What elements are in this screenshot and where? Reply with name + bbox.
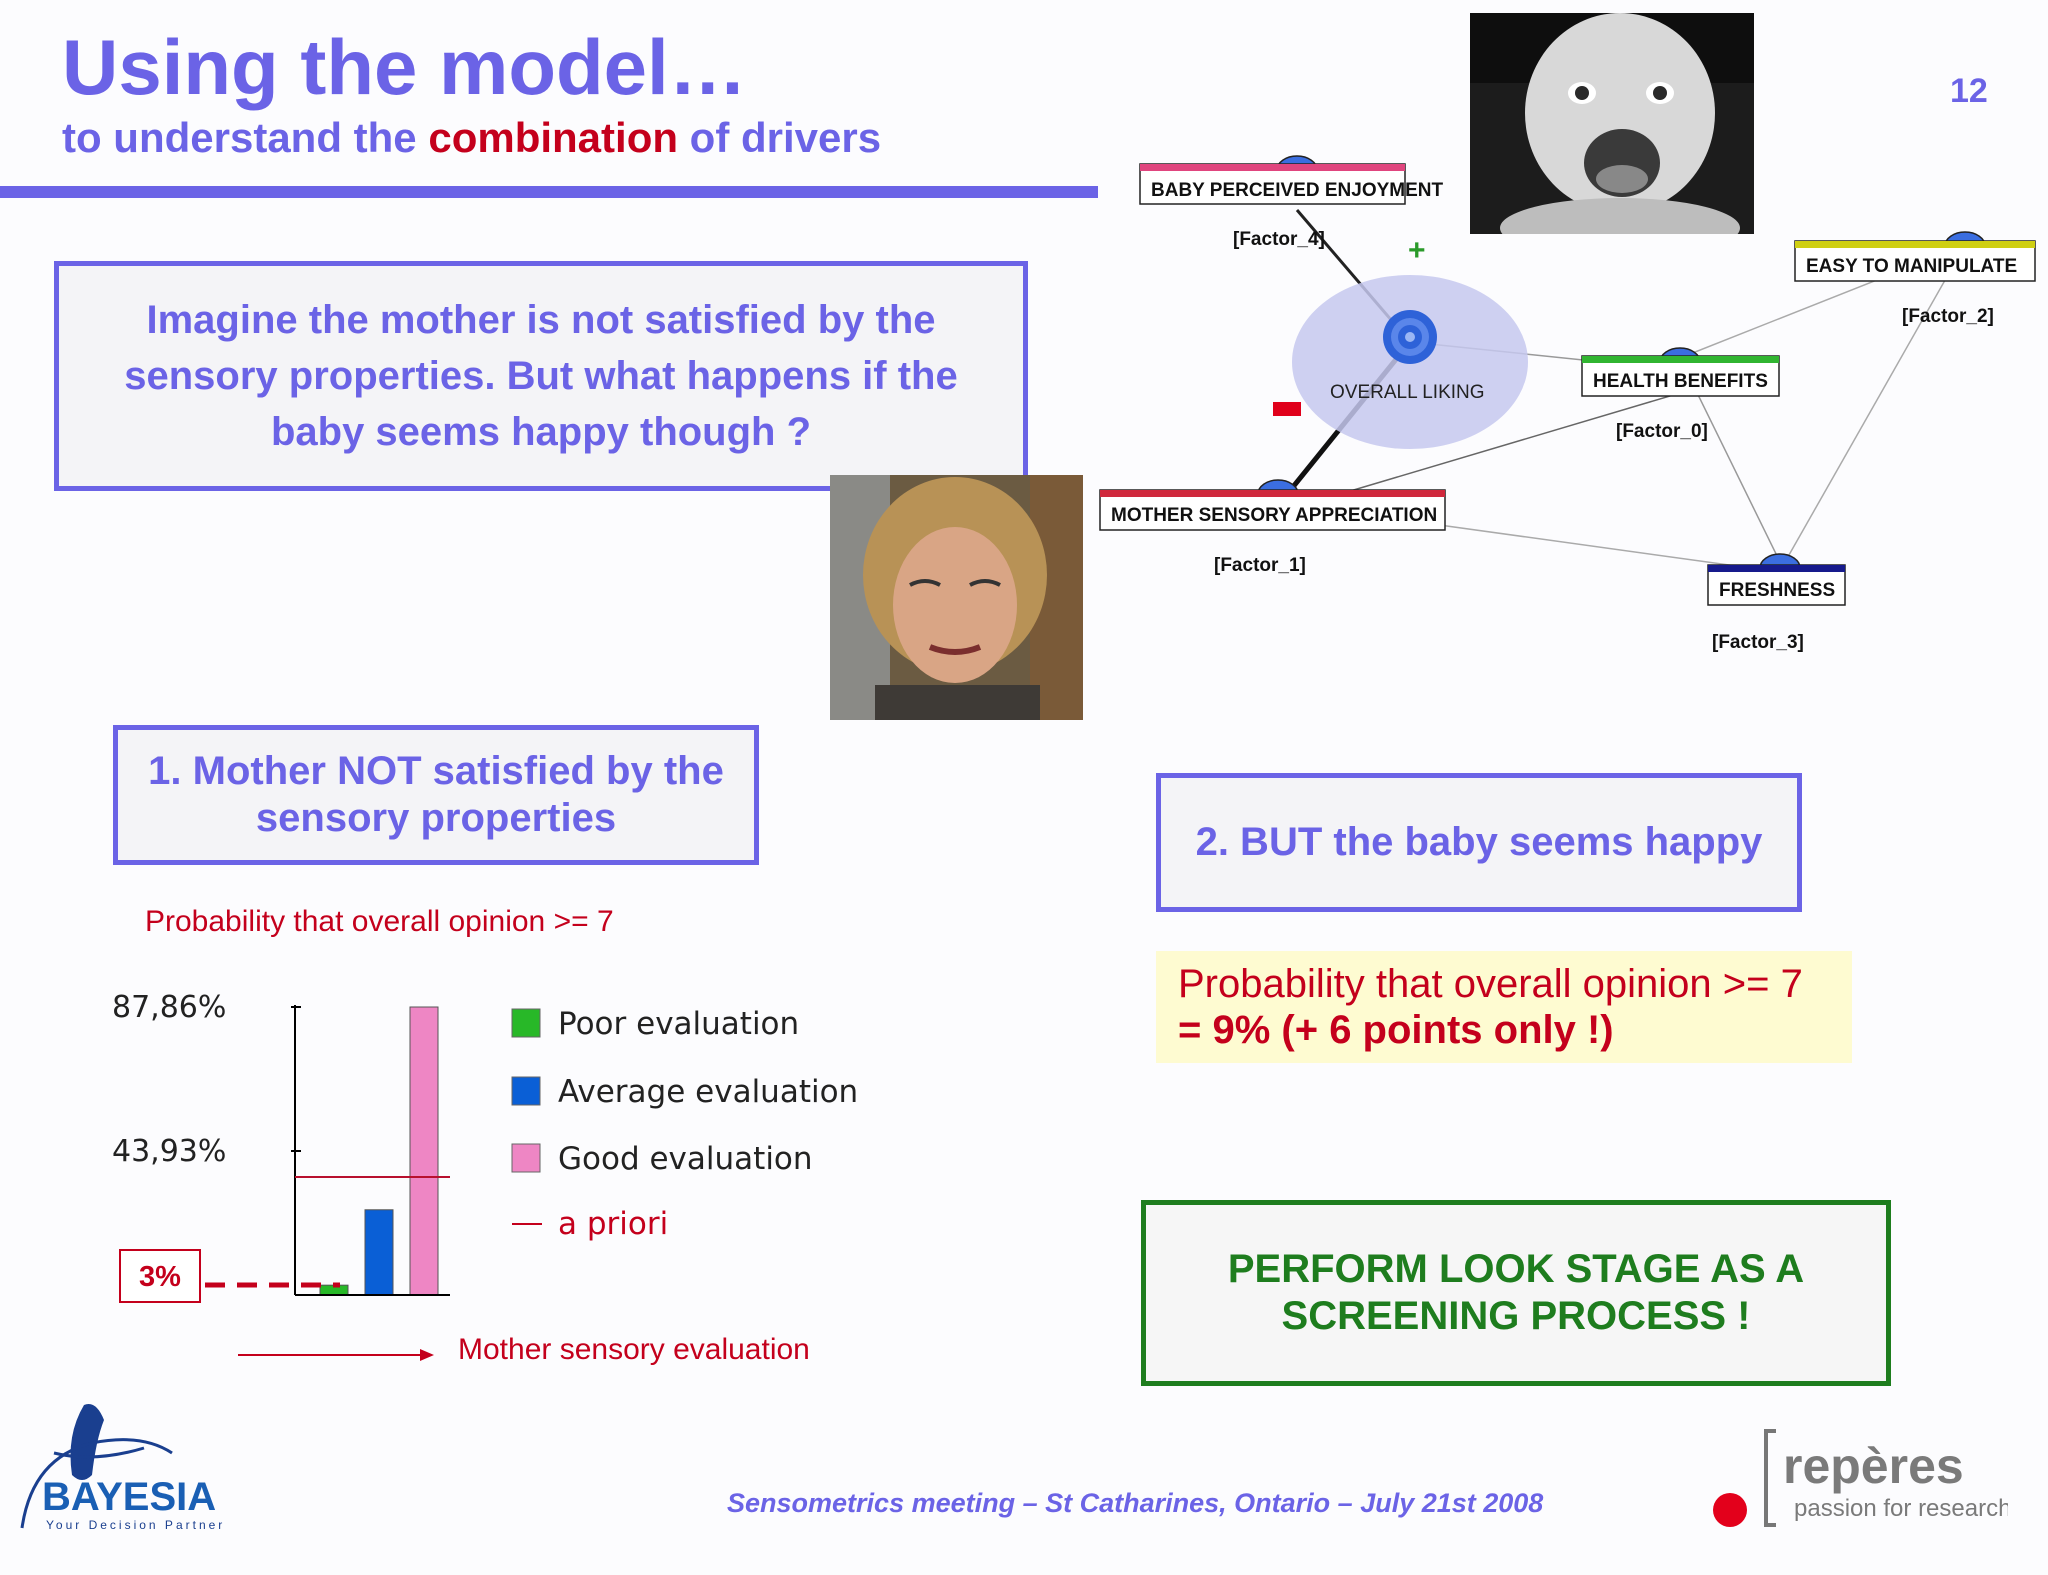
y-tick-label: 43,93% [112, 1134, 226, 1169]
y-tick-label: 87,86% [112, 990, 226, 1025]
bar-good-evaluation [409, 1006, 439, 1296]
callout-value: 3% [139, 1261, 181, 1293]
legend-swatch [511, 1008, 541, 1038]
mother-photo [830, 475, 1083, 720]
node-label: FRESHNESS [1719, 580, 1835, 601]
bar-average-evaluation [364, 1209, 394, 1296]
intro-box: Imagine the mother is not satisfied by t… [54, 261, 1028, 491]
probability-note-line2: = 9% (+ 6 points only !) [1178, 1008, 1614, 1052]
legend-a-priori-label: a priori [558, 1206, 668, 1242]
positive-effect-sign: + [1408, 234, 1426, 267]
node-color-bar [1100, 490, 1445, 497]
node-color-bar [1795, 241, 2035, 248]
factor-label: [Factor_1] [1214, 555, 1306, 576]
legend-label: Average evaluation [558, 1074, 858, 1110]
reperes-name: repères [1783, 1438, 1964, 1494]
baby-photo [1470, 13, 1754, 234]
recommendation-box: PERFORM LOOK STAGE AS A SCREENING PROCES… [1141, 1200, 1891, 1386]
edge-health-mother [1319, 392, 1681, 501]
node-health-benefits[interactable]: HEALTH BENEFITS [1581, 347, 1780, 397]
node-label: EASY TO MANIPULATE [1806, 256, 2017, 277]
overall-liking-label: OVERALL LIKING [1330, 382, 1485, 403]
bayesia-logo: BAYESIA Your Decision Partner [20, 1404, 225, 1532]
page-subtitle: to understand the combination of drivers [62, 114, 881, 162]
reperes-logo: repères passion for research [1713, 1429, 2008, 1527]
node-color-bar [1140, 164, 1405, 171]
node-color-bar [1582, 356, 1779, 363]
overall-liking-node[interactable] [1383, 310, 1437, 364]
chart-title: Probability that overall opinion >= 7 [145, 905, 614, 938]
node-label: HEALTH BENEFITS [1593, 371, 1768, 392]
node-label: BABY PERCEIVED ENJOYMENT [1151, 180, 1443, 201]
legend-swatch [511, 1143, 541, 1173]
node-mother-sensory-appreciation[interactable]: MOTHER SENSORY APPRECIATION [1099, 479, 1446, 531]
bayesian-network: OVERALL LIKING + BABY PERCEIVED ENJOYMEN… [1099, 155, 2036, 653]
x-axis-arrow [238, 1349, 434, 1361]
node-freshness[interactable]: FRESHNESS [1707, 553, 1846, 606]
factor-label: [Factor_0] [1616, 421, 1708, 442]
probability-note: Probability that overall opinion >= 7 = … [1156, 951, 1852, 1063]
probability-chart: 87,86% 43,93% Poor evaluation Average eval… [112, 990, 858, 1303]
edge-easy-fresh [1784, 244, 1966, 563]
factor-label: [Factor_2] [1902, 306, 1994, 327]
legend-label: Poor evaluation [558, 1006, 799, 1042]
factor-label: [Factor_3] [1712, 632, 1804, 653]
step1-box: 1. Mother NOT satisfied by the sensory p… [113, 725, 759, 865]
page-title: Using the model… [62, 23, 747, 111]
subtitle-start: to understand the [62, 114, 429, 161]
factor-label: [Factor_4] [1233, 229, 1325, 250]
legend-swatch [511, 1076, 541, 1106]
subtitle-end: of drivers [678, 114, 882, 161]
slide-number: 12 [1950, 72, 1988, 110]
node-easy-to-manipulate[interactable]: EASY TO MANIPULATE [1794, 231, 2036, 282]
legend-label: Good evaluation [558, 1141, 813, 1177]
node-baby-perceived-enjoyment[interactable]: BABY PERCEIVED ENJOYMENT [1139, 155, 1443, 205]
footer-text: Sensometrics meeting – St Catharines, On… [727, 1488, 1544, 1518]
negative-effect-sign [1273, 402, 1301, 416]
reperes-tagline: passion for research [1794, 1495, 2008, 1522]
title-underline [0, 186, 1098, 198]
node-label: MOTHER SENSORY APPRECIATION [1111, 505, 1437, 526]
x-axis-title: Mother sensory evaluation [458, 1333, 810, 1366]
callout-box [119, 1249, 201, 1303]
step2-box: 2. BUT the baby seems happy [1156, 773, 1802, 912]
node-color-bar [1708, 565, 1845, 572]
bayesia-name: BAYESIA [42, 1475, 216, 1519]
probability-note-line1: Probability that overall opinion >= 7 [1178, 962, 1803, 1006]
subtitle-highlight: combination [428, 114, 679, 161]
bayesia-tagline: Your Decision Partner [46, 1518, 225, 1532]
